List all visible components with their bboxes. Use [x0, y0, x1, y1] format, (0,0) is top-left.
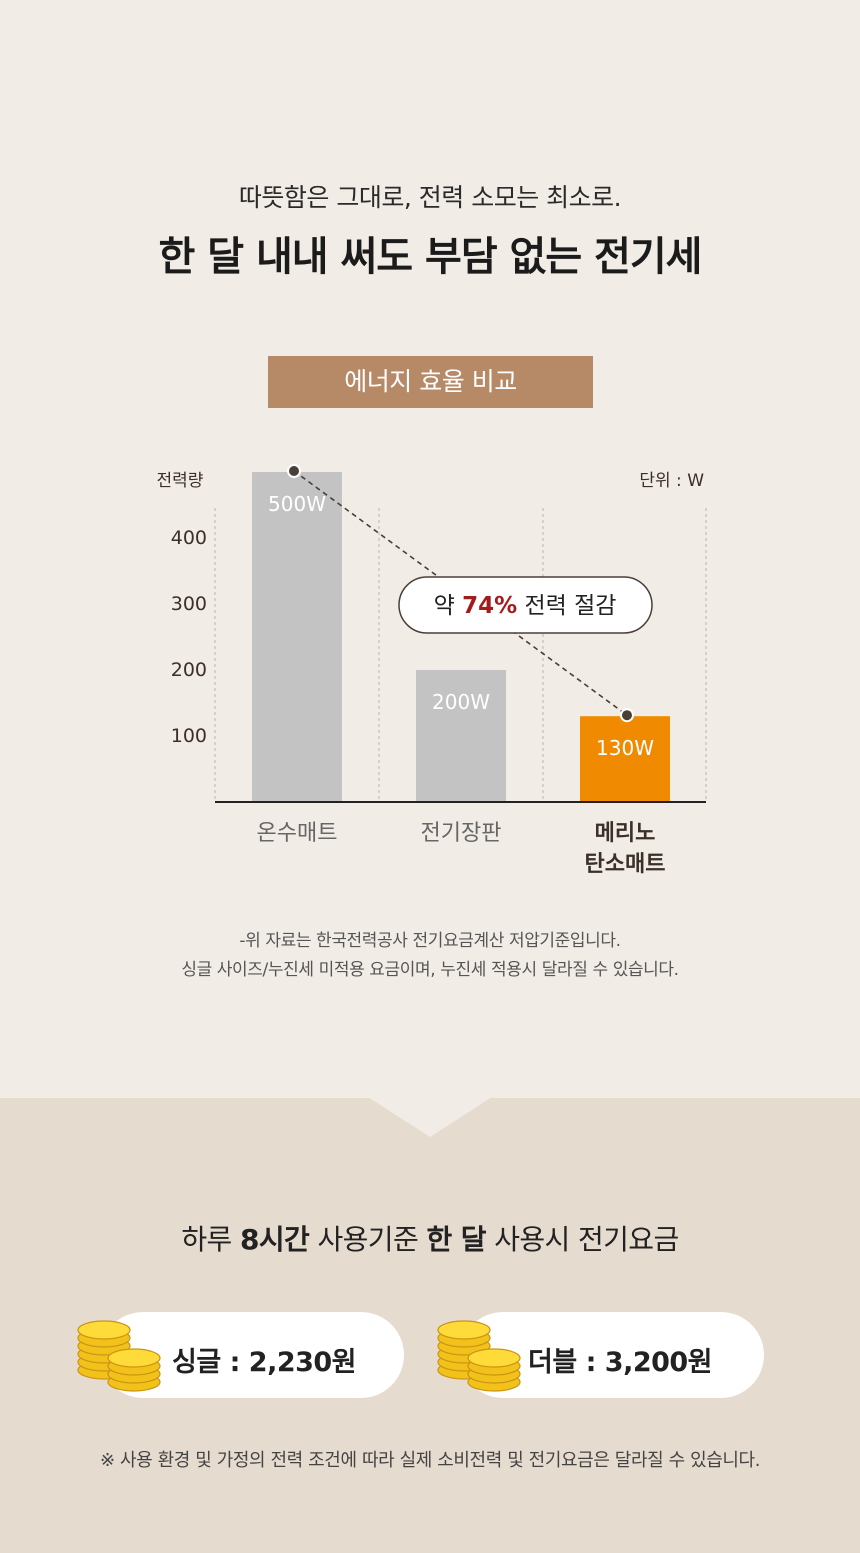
y-tick-label: 400: [171, 527, 207, 549]
bar: [416, 670, 506, 802]
y-tick-label: 100: [171, 725, 207, 747]
trend-point: [287, 464, 301, 478]
footnote: ※ 사용 환경 및 가정의 전력 조건에 따라 실제 소비전력 및 전기요금은 …: [99, 1450, 761, 1471]
savings-percent: 74%: [462, 593, 517, 619]
savings-text-suffix: 전력 절감: [517, 593, 616, 619]
coin-stack-icon: [77, 1320, 161, 1392]
chart-note-line-1: -위 자료는 한국전력공사 전기요금계산 저압기준입니다.: [239, 931, 621, 951]
trend-point: [620, 708, 634, 723]
monthly-cost-title-part: 사용시 전기요금: [485, 1223, 679, 1256]
page-title: 한 달 내내 써도 부담 없는 전기세: [158, 234, 703, 280]
savings-annotation: 약 74% 전력 절감: [398, 576, 653, 634]
monthly-cost-title-part: 사용기준: [309, 1223, 427, 1256]
savings-pill: [398, 576, 653, 634]
chart-heading-badge: 에너지 효율 비교: [268, 356, 593, 408]
bar-data-label: 200W: [432, 690, 490, 714]
savings-text: 약 74% 전력 절감: [434, 593, 617, 619]
monthly-cost-title-part: 하루: [181, 1223, 240, 1256]
savings-text-prefix: 약: [434, 593, 462, 619]
coin-stack-icon: [437, 1320, 521, 1392]
chart-gridlines: [214, 508, 707, 802]
bar: [252, 472, 342, 802]
energy-comparison-chart: 전력량 단위 : W 100 200 300 400 500W 200W 130W 온수매…: [157, 464, 707, 877]
monthly-cost-title: 하루 8시간 사용기준 한 달 사용시 전기요금: [0, 1218, 860, 1258]
y-tick-label: 300: [171, 593, 207, 615]
bar: [580, 716, 670, 802]
chart-data-labels: 500W 200W 130W: [268, 492, 654, 760]
bar-data-label: 130W: [596, 736, 654, 760]
x-tick-label: 탄소매트: [585, 852, 666, 877]
page-subtitle: 따뜻함은 그대로, 전력 소모는 최소로.: [238, 183, 622, 212]
single-cost-label: 싱글 : 2,230원: [172, 1347, 357, 1378]
unit-label: 단위 : W: [639, 471, 704, 491]
y-tick-label: 200: [171, 659, 207, 681]
y-axis-label: 전력량: [157, 471, 204, 491]
chart-note-line-2: 싱글 사이즈/누진세 미적용 요금이며, 누진세 적용시 달라질 수 있습니다.: [181, 960, 679, 980]
x-tick-label: 전기장판: [421, 821, 502, 846]
savings-trend-line: [287, 464, 634, 723]
monthly-cost-title-emphasis: 한 달: [426, 1223, 486, 1256]
trend-line: [293, 470, 628, 716]
x-tick-label: 온수매트: [257, 821, 338, 846]
y-axis-ticks: 100 200 300 400: [171, 527, 207, 747]
top-section: [0, 0, 860, 1098]
section-divider-arrow: [368, 1097, 492, 1137]
monthly-cost-title-emphasis: 8시간: [239, 1223, 310, 1256]
chart-bars: [252, 472, 670, 802]
bar-data-label: 500W: [268, 492, 326, 516]
x-tick-label: 메리노: [595, 821, 656, 846]
double-cost-label: 더블 : 3,200원: [528, 1347, 713, 1378]
